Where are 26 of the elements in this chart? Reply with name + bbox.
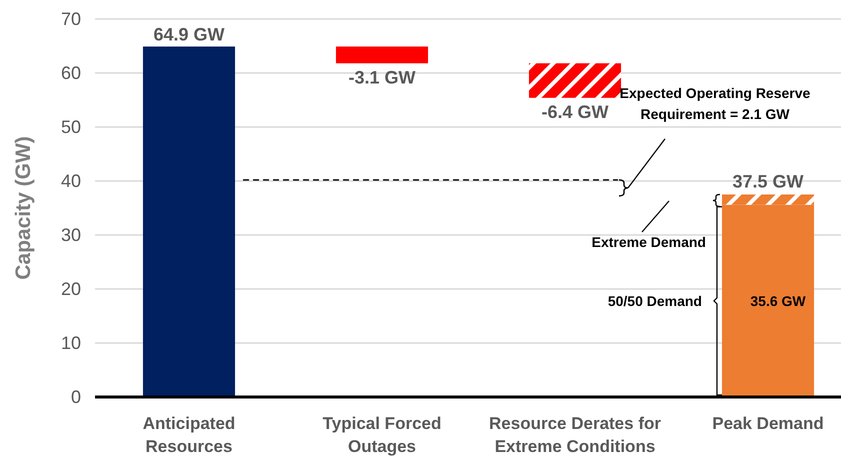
y-tick-label: 70 <box>60 8 81 29</box>
data-label: 35.6 GW <box>750 292 806 309</box>
bar <box>142 46 236 397</box>
y-tick-label: 30 <box>60 224 81 245</box>
x-tick-label: Peak Demand <box>712 414 824 433</box>
annotation: Extreme Demand <box>592 234 706 250</box>
annotation: Expected Operating Reserve Requirement = 2.1 GW <box>620 85 811 122</box>
bar <box>722 194 814 205</box>
y-tick-label: 50 <box>60 116 81 137</box>
bar <box>722 204 814 397</box>
bar <box>528 63 622 98</box>
annotation: 50/50 Demand <box>608 293 702 309</box>
x-tick-label: Resource Derates for Extreme Conditions <box>489 414 662 456</box>
y-tick-label: 60 <box>60 62 81 83</box>
bar <box>336 46 428 64</box>
y-axis-title: Capacity (GW) <box>12 136 35 280</box>
y-tick-label: 40 <box>60 170 81 191</box>
data-label: -3.1 GW <box>348 67 416 88</box>
annotation: 37.5 GW <box>732 172 804 192</box>
y-tick-label: 10 <box>60 332 81 353</box>
y-tick-label: 0 <box>70 386 81 407</box>
x-tick-label: Anticipated Resources <box>142 414 236 456</box>
x-tick-label: Typical Forced Outages <box>322 414 442 456</box>
data-label: 64.9 GW <box>153 24 225 45</box>
y-tick-label: 20 <box>60 278 81 299</box>
data-label: -6.4 GW <box>541 102 609 122</box>
